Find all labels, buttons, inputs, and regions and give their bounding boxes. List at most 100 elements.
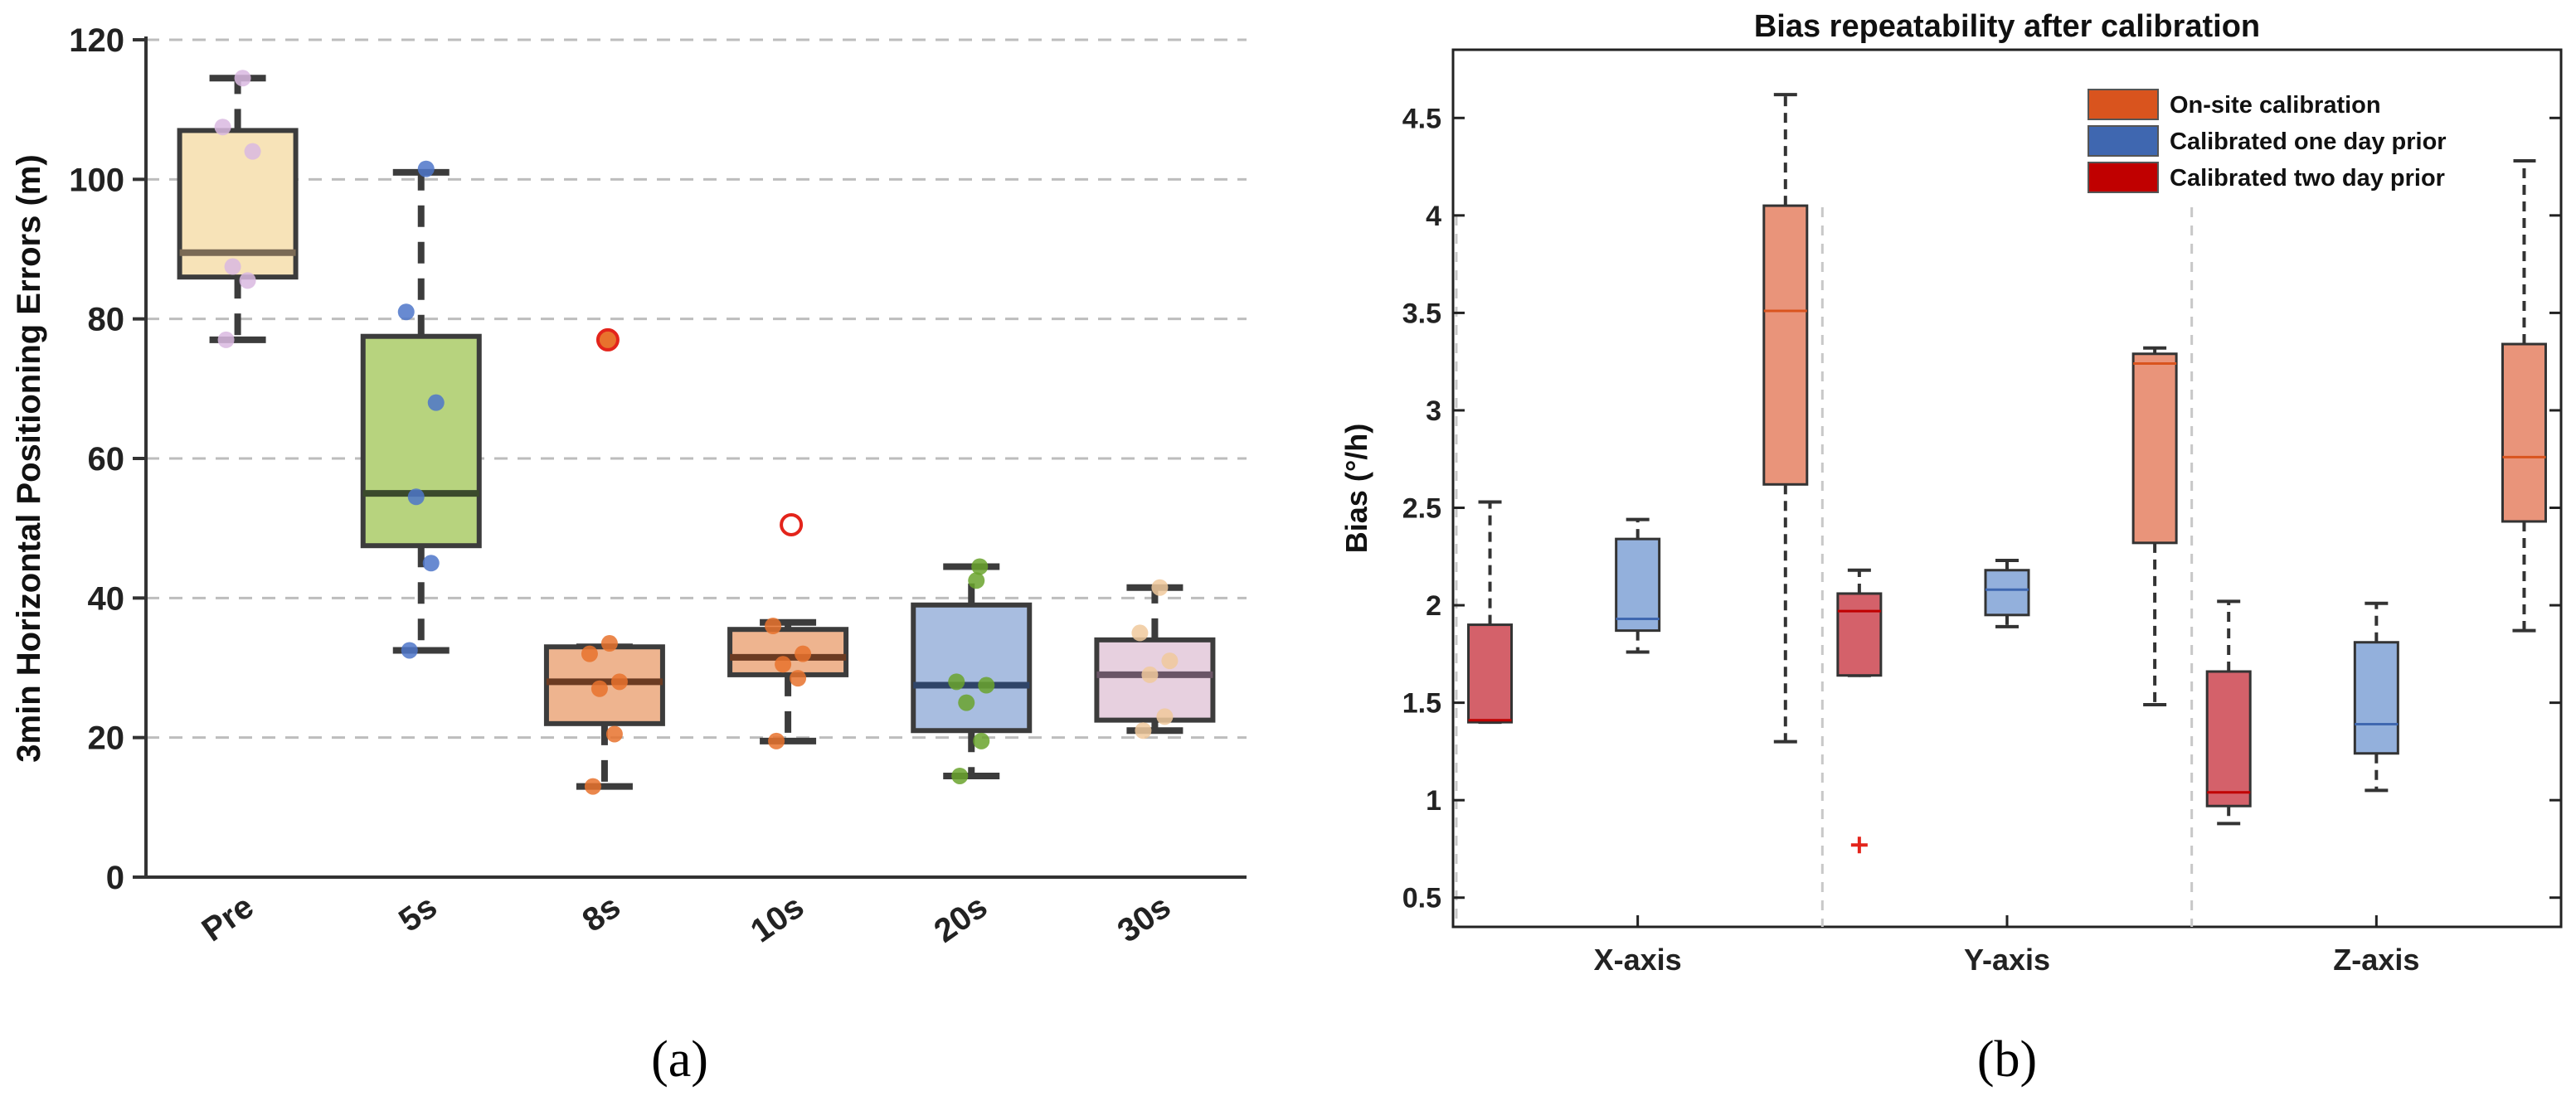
outlier-marker (595, 327, 620, 352)
data-point (765, 618, 782, 634)
data-point (1141, 666, 1159, 683)
legend-label: On-site calibration (2170, 92, 2381, 119)
box-body (2205, 670, 2252, 807)
data-point (610, 673, 628, 691)
data-point (217, 331, 235, 348)
box-Z-axis-calibrated-two-day-prior (2205, 599, 2252, 826)
outlier-marker (1850, 837, 1868, 854)
data-point (973, 732, 990, 749)
data-point (795, 645, 812, 662)
y-tick-label: 0.5 (1402, 883, 1441, 914)
y-tick-label: 4 (1426, 201, 1441, 232)
data-point (1161, 652, 1179, 670)
data-point (948, 673, 965, 691)
legend-label: Calibrated one day prior (2170, 129, 2447, 155)
box-body (911, 602, 1033, 734)
x-tick-label: Z-axis (2333, 943, 2419, 977)
box-body (1836, 592, 1883, 677)
data-point (971, 558, 989, 575)
chart-title: Bias repeatability after calibration (1754, 9, 2260, 44)
box-X-axis-calibrated-one-day-prior (1615, 517, 1661, 654)
y-tick-label: 100 (69, 162, 124, 198)
y-tick-label: 3 (1426, 395, 1441, 427)
y-tick-label: 20 (88, 720, 125, 757)
data-point (244, 143, 261, 160)
x-tick-label: X-axis (1594, 943, 1682, 977)
y-tick-label: 2 (1426, 590, 1441, 622)
box-body (360, 333, 482, 549)
box-X-axis-on-site-calibration (1762, 93, 1809, 744)
legend: On-site calibration Calibrated one day pr… (2081, 82, 2514, 201)
box-body (2501, 342, 2547, 523)
y-tick-label: 2.5 (1402, 493, 1441, 525)
box-8s (543, 327, 665, 795)
box-body (1467, 623, 1514, 724)
box-Y-axis-calibrated-one-day-prior (1984, 558, 2030, 628)
data-point (234, 70, 251, 87)
data-point (968, 572, 985, 589)
box-body (1984, 569, 2030, 617)
box-X-axis-calibrated-two-day-prior (1467, 500, 1514, 725)
y-tick-label: 3.5 (1402, 298, 1441, 329)
box-30s (1094, 579, 1216, 740)
data-point (951, 767, 969, 784)
data-point (427, 394, 445, 411)
panel-b: Bias repeatability after calibration 0.5 1… (1339, 9, 2563, 1088)
x-tick-label: 10s (744, 888, 810, 949)
data-point (605, 725, 623, 743)
data-point (1135, 722, 1152, 740)
caption-a: (a) (651, 1031, 708, 1088)
box-20s (911, 558, 1033, 784)
data-point (239, 272, 256, 289)
legend-swatch (2088, 89, 2159, 120)
data-point (790, 670, 807, 687)
y-tick-label: 4.5 (1402, 103, 1441, 134)
data-point (417, 160, 435, 177)
data-point (1131, 624, 1149, 642)
data-point (422, 555, 440, 572)
data-point (600, 635, 618, 652)
caption-b: (b) (1977, 1031, 2037, 1088)
y-tick-label: 120 (69, 22, 124, 59)
legend-swatch (2088, 125, 2159, 157)
data-point (224, 258, 241, 275)
box-body (2131, 352, 2178, 545)
y-tick-label: 1 (1426, 785, 1441, 817)
box-Pre (177, 70, 299, 348)
x-tick-label: Y-axis (1964, 943, 2050, 977)
y-tick-label: 60 (88, 441, 125, 478)
box-body (2353, 641, 2399, 755)
data-point (401, 642, 418, 659)
data-point (397, 303, 415, 321)
x-tick-label: 20s (927, 888, 994, 949)
data-point (214, 119, 231, 136)
data-point (1151, 579, 1169, 596)
box-Z-axis-calibrated-one-day-prior (2353, 601, 2399, 793)
data-point (581, 645, 598, 662)
outlier-marker (780, 512, 804, 536)
box-5s (360, 160, 482, 659)
box-Y-axis-on-site-calibration (2131, 346, 2178, 706)
x-tick-label: 5s (392, 888, 444, 939)
panel-a: 0 20 40 60 80 100 120 3min Horizontal Positioni… (11, 22, 1247, 1088)
box-body (1615, 537, 1661, 633)
box-10s (727, 512, 849, 749)
box-body (1762, 204, 1809, 486)
x-tick-label: 30s (1111, 888, 1178, 949)
legend-label: Calibrated two day prior (2170, 165, 2445, 192)
box-Y-axis-calibrated-two-day-prior (1836, 568, 1883, 854)
y-tick-label: 40 (88, 580, 125, 617)
y-tick-label: 0 (106, 860, 124, 896)
data-point (775, 656, 792, 673)
box-Z-axis-on-site-calibration (2501, 159, 2547, 633)
y-axis-label: 3min Horizontal Positioning Errors (m) (11, 154, 47, 762)
data-point (1156, 708, 1174, 725)
y-tick-label: 1.5 (1402, 688, 1441, 720)
data-point (591, 680, 608, 697)
data-point (407, 488, 425, 506)
data-point (768, 732, 785, 749)
y-tick-label: 80 (88, 302, 125, 338)
y-axis-label: Bias (°/h) (1339, 424, 1373, 553)
data-point (958, 694, 975, 711)
